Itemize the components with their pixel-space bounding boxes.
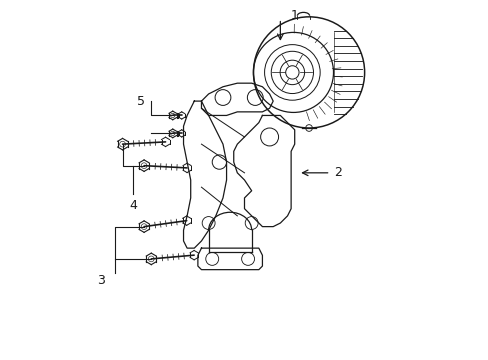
Text: 4: 4 <box>129 199 137 212</box>
Text: 5: 5 <box>136 95 144 108</box>
Text: 3: 3 <box>97 274 105 287</box>
Text: 2: 2 <box>333 166 341 179</box>
Text: 1: 1 <box>290 9 298 22</box>
